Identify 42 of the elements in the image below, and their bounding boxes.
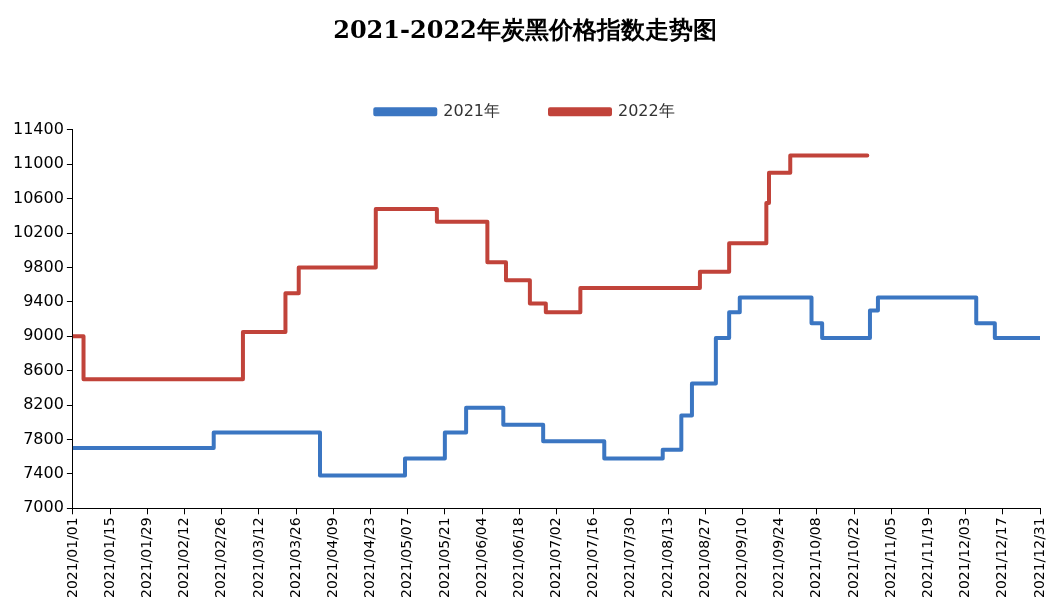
x-tick-label: 2021/05/21 bbox=[435, 517, 452, 599]
y-tick-label: 10200 bbox=[12, 222, 64, 242]
legend-label: 2021年 bbox=[443, 100, 500, 120]
x-tick-label: 2021/01/01 bbox=[63, 517, 80, 599]
x-tick-label: 2021/07/30 bbox=[621, 517, 638, 599]
y-tick-label: 7000 bbox=[23, 497, 64, 517]
x-tick-label: 2021/07/16 bbox=[584, 517, 601, 599]
x-tick-label: 2021/07/02 bbox=[547, 517, 564, 599]
x-tick-label: 2021/12/17 bbox=[993, 517, 1010, 599]
x-tick-label: 2021/04/09 bbox=[323, 517, 340, 599]
y-tick-label: 8200 bbox=[23, 394, 64, 414]
x-tick-label: 2021/11/05 bbox=[881, 517, 898, 599]
x-tick-label: 2021/01/15 bbox=[100, 517, 117, 599]
x-tick-label: 2021/10/08 bbox=[807, 517, 824, 599]
chart-title: 2021-2022年炭黑价格指数走势图 bbox=[333, 14, 717, 44]
x-tick-label: 2021/04/23 bbox=[361, 517, 378, 599]
x-tick-label: 2021/02/12 bbox=[175, 517, 192, 599]
y-tick-label: 9800 bbox=[23, 256, 64, 276]
x-tick-label: 2021/02/26 bbox=[212, 517, 229, 599]
y-tick-label: 8600 bbox=[23, 359, 64, 379]
x-tick-label: 2021/05/07 bbox=[398, 517, 415, 599]
x-tick-label: 2021/06/18 bbox=[509, 517, 526, 599]
x-tick-label: 2021/06/04 bbox=[472, 517, 489, 599]
legend-label: 2022年 bbox=[618, 100, 675, 120]
x-tick-label: 2021/09/24 bbox=[770, 517, 787, 599]
y-tick-label: 7400 bbox=[23, 463, 64, 483]
x-tick-label: 2021/09/10 bbox=[733, 517, 750, 599]
x-tick-label: 2021/03/26 bbox=[286, 517, 303, 599]
x-tick-label: 2021/11/19 bbox=[919, 517, 936, 599]
y-tick-label: 9400 bbox=[23, 291, 64, 311]
y-tick-label: 7800 bbox=[23, 428, 64, 448]
y-tick-label: 11400 bbox=[12, 118, 64, 138]
x-tick-label: 2021/01/29 bbox=[137, 517, 154, 599]
y-tick-label: 11000 bbox=[12, 153, 64, 173]
x-tick-label: 2021/12/03 bbox=[956, 517, 973, 599]
x-tick-label: 2021/08/27 bbox=[695, 517, 712, 599]
x-tick-label: 2021/03/12 bbox=[249, 517, 266, 599]
x-tick-label: 2021/08/13 bbox=[658, 517, 675, 599]
x-tick-label: 2021/10/22 bbox=[844, 517, 861, 599]
y-tick-label: 10600 bbox=[12, 187, 64, 207]
y-tick-label: 9000 bbox=[23, 325, 64, 345]
x-tick-label: 2021/12/31 bbox=[1030, 517, 1047, 599]
